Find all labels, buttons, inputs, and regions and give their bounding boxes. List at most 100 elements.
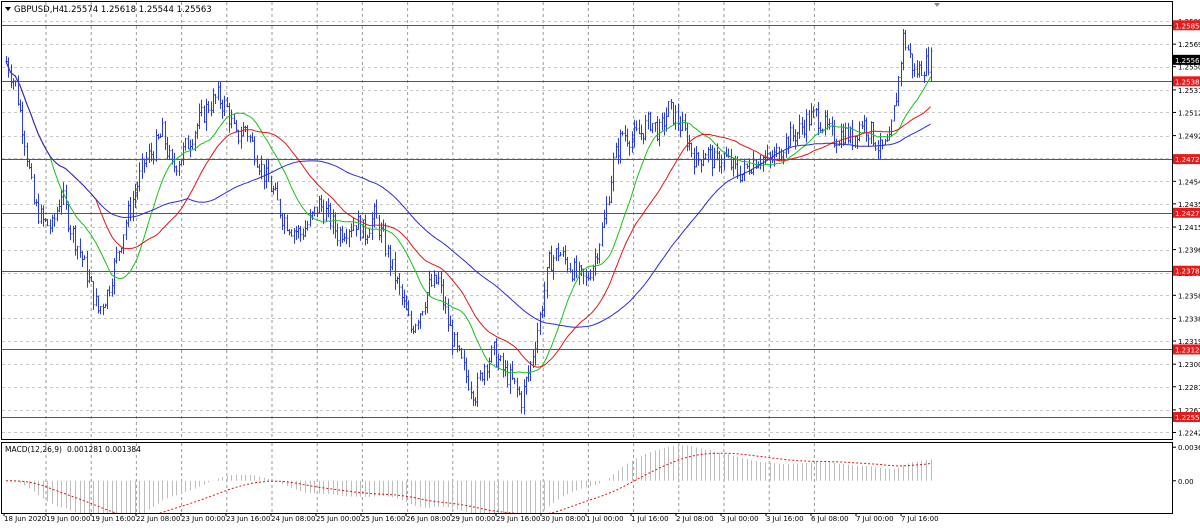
x-tick-label: 23 Jun 16:00 (226, 515, 270, 523)
price-bar (437, 271, 440, 285)
price-bar (421, 311, 424, 316)
price-bar (651, 123, 654, 134)
x-tick-label: 22 Jun 08:00 (136, 515, 180, 523)
price-bar (911, 53, 914, 79)
x-tick-label: 3 Jul 16:00 (766, 515, 804, 523)
y-tick-label: 1.24155 (1178, 224, 1200, 232)
price-bar (210, 101, 213, 117)
price-bar (723, 151, 726, 171)
shift-marker-icon[interactable] (934, 3, 940, 7)
x-tick-label: 2 Jul 08:00 (676, 515, 714, 523)
price-bar (502, 352, 505, 378)
moving-average-line (5, 61, 932, 374)
price-bar (858, 121, 861, 142)
price-bar (302, 228, 305, 240)
price-bar (847, 122, 850, 144)
y-tick-label: 1.23580 (1178, 292, 1200, 300)
price-bar (343, 232, 346, 242)
price-bar (79, 238, 82, 258)
price-bar (700, 159, 703, 173)
x-tick-label: 29 Jun 00:00 (451, 515, 495, 523)
price-bar (120, 247, 123, 254)
price-bar (451, 319, 454, 356)
price-bar (88, 269, 91, 284)
level-tag-label: 1.22555 (1175, 414, 1200, 422)
price-bar (865, 117, 868, 142)
price-bar (803, 119, 806, 138)
price-bar (97, 295, 100, 314)
price-bar (670, 99, 673, 110)
price-bar (37, 193, 40, 225)
time-axis: 18 Jun 2020 19 Jun 00:00 19 Jun 16:00 22 Ju… (3, 513, 939, 523)
price-bar (322, 199, 325, 225)
price-bar (801, 116, 804, 135)
price-bar (168, 144, 171, 160)
level-tag (1173, 154, 1200, 165)
price-bar (364, 214, 367, 246)
price-bar (564, 245, 567, 265)
price-bar (810, 103, 813, 126)
price-bar (122, 234, 125, 255)
price-bar (610, 175, 613, 204)
current-price-tag (1173, 54, 1200, 65)
price-bar (488, 357, 491, 379)
price-bar (506, 360, 509, 388)
y-tick-label: 1.24540 (1178, 178, 1200, 186)
price-bar (707, 146, 710, 163)
price-bar (704, 152, 707, 160)
price-bar (244, 125, 247, 133)
price-bar (725, 146, 728, 157)
price-bar (695, 146, 698, 168)
price-bar (453, 332, 456, 347)
dropdown-arrow-icon[interactable] (5, 7, 11, 11)
price-bar (686, 123, 689, 152)
price-bar (345, 228, 348, 245)
price-bar (633, 119, 636, 148)
level-tag (1173, 412, 1200, 423)
x-tick-label: 1 Jul 16:00 (631, 515, 669, 523)
price-bar (585, 268, 588, 286)
price-bar (481, 372, 484, 382)
price-bar (449, 315, 452, 327)
price-bar (474, 397, 477, 407)
price-bar (877, 140, 880, 160)
price-bar (81, 251, 84, 267)
price-bar (598, 243, 601, 264)
price-bar (384, 223, 387, 257)
price-bar (741, 174, 744, 183)
price-bar (387, 244, 390, 258)
price-bar (136, 181, 139, 200)
price-bar (467, 369, 470, 391)
price-bar (430, 273, 433, 287)
y-tick-label: 1.23385 (1178, 315, 1200, 323)
price-bar (661, 112, 664, 131)
price-bar (221, 99, 224, 119)
price-bar (270, 175, 273, 193)
price-bar (895, 92, 898, 107)
macd-series (6, 445, 932, 513)
price-bar (808, 110, 811, 131)
x-tick-label: 30 Jun 08:00 (541, 515, 585, 523)
macd-axis: 0.003644 0.00 (1172, 444, 1200, 486)
level-tag (1173, 344, 1200, 355)
price-bar (281, 212, 284, 230)
price-bar (95, 288, 98, 307)
price-bar (872, 122, 875, 146)
price-bar (693, 147, 696, 175)
price-bar (74, 225, 77, 256)
price-bar (812, 106, 815, 118)
price-bar (780, 148, 783, 161)
horizontal-levels[interactable] (2, 25, 1172, 418)
price-bar (518, 386, 521, 396)
y-tick-label: 1.24925 (1178, 133, 1200, 141)
price-bar (339, 226, 342, 247)
price-bar (546, 266, 549, 299)
price-bar (550, 245, 553, 272)
price-bar (219, 81, 222, 109)
price-bar (902, 28, 905, 71)
price-bar (677, 103, 680, 132)
price-bar (233, 114, 236, 125)
price-bar (580, 265, 583, 276)
